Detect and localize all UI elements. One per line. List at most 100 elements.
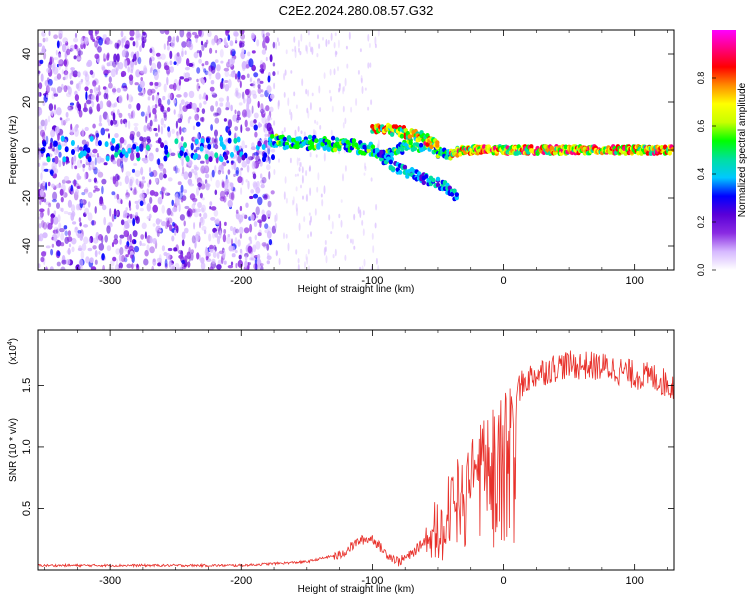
spectrogram-noise-cell bbox=[139, 45, 142, 52]
spectrogram-noise-cell bbox=[156, 229, 160, 238]
spectrogram-noise-cell bbox=[52, 191, 58, 201]
spectrogram-noise-cell bbox=[246, 264, 250, 270]
y-tick-label: 40 bbox=[21, 48, 33, 60]
spectrogram-y-ticks: -40 -20 0 20 40 bbox=[21, 48, 674, 254]
spectrogram-track-cell bbox=[400, 147, 405, 152]
spectrogram-noise-cell bbox=[250, 90, 257, 96]
colorbar-tick-label: 0.2 bbox=[696, 216, 706, 229]
spectrogram-noise-cell bbox=[301, 166, 304, 174]
spectrogram-noise-cell bbox=[227, 169, 231, 175]
spectrogram-noise-cell bbox=[141, 222, 147, 230]
spectrogram-noise-cell bbox=[266, 122, 272, 132]
snr-y-label: SNR (10 * v/v) bbox=[8, 418, 19, 482]
spectrogram-noise-cell bbox=[255, 206, 260, 216]
spectrogram-noise-cell bbox=[88, 106, 93, 115]
spectrogram-noise-cell bbox=[170, 211, 173, 217]
spectrogram-noise-cell bbox=[60, 196, 64, 203]
spectrogram-noise-cell bbox=[210, 105, 215, 112]
spectrogram-noise-cell bbox=[300, 33, 303, 42]
spectrogram-noise-cell bbox=[114, 264, 120, 270]
spectrogram-noise-cell bbox=[187, 178, 193, 186]
spectrogram-noise-cell bbox=[63, 59, 67, 67]
spectrogram-noise-cell bbox=[156, 229, 162, 233]
spectrogram-noise-cell bbox=[294, 49, 297, 59]
spectrogram-noise-cell bbox=[38, 182, 41, 188]
spectrogram-noise-cell bbox=[104, 128, 110, 132]
spectrogram-noise-cell bbox=[266, 85, 272, 94]
spectrogram-noise-cell bbox=[77, 71, 81, 78]
spectrogram-noise-cell bbox=[97, 46, 102, 53]
spectrogram-noise-cell bbox=[139, 136, 144, 142]
spectrogram-noise-cell bbox=[230, 191, 235, 201]
spectrogram-noise-cell bbox=[199, 77, 204, 81]
spectrogram-noise-cell bbox=[132, 58, 135, 63]
spectrogram-noise-cell bbox=[159, 254, 162, 262]
spectrogram-noise-cell bbox=[74, 165, 78, 170]
spectrogram-noise-cell bbox=[355, 98, 358, 106]
spectrogram-noise-cell bbox=[359, 266, 362, 270]
spectrogram-track-cell bbox=[454, 192, 459, 198]
spectrogram-noise-cell bbox=[257, 196, 263, 206]
spectrogram-noise-cell bbox=[184, 128, 187, 133]
spectrogram-band-cell bbox=[179, 150, 184, 157]
spectrogram-noise-cell bbox=[255, 240, 261, 250]
snr-multiplier-exponent: 4 bbox=[7, 341, 14, 345]
spectrogram-noise-cell bbox=[211, 66, 216, 74]
spectrogram-noise-cell bbox=[146, 122, 152, 130]
spectrogram-noise-cell bbox=[98, 234, 103, 241]
spectrogram-track-cell bbox=[408, 140, 413, 146]
spectrogram-noise-cell bbox=[152, 238, 158, 244]
spectrogram-noise-cell bbox=[214, 189, 218, 196]
spectrogram-noise-cell bbox=[210, 80, 215, 85]
spectrogram-noise-cell bbox=[163, 123, 166, 128]
spectrogram-noise-cell bbox=[239, 169, 242, 178]
spectrogram-band-cell bbox=[207, 143, 212, 150]
spectrogram-noise-cell bbox=[101, 185, 104, 195]
spectrogram-noise-cell bbox=[130, 152, 135, 161]
spectrogram-noise-cell bbox=[323, 152, 326, 162]
spectrogram-noise-cell bbox=[55, 184, 62, 189]
spectrogram-track-cell bbox=[395, 149, 401, 155]
spectrogram-noise-cell bbox=[215, 218, 220, 226]
spectrogram-band-cell bbox=[227, 137, 232, 144]
spectrogram-noise-cell bbox=[318, 85, 321, 94]
spectrogram-noise-cell bbox=[135, 40, 139, 48]
spectrogram-noise-cell bbox=[359, 209, 362, 219]
spectrogram-noise-cell bbox=[219, 220, 222, 229]
spectrogram-noise-cell bbox=[277, 70, 279, 75]
spectrogram-noise-cell bbox=[131, 263, 134, 270]
spectrogram-noise-cell bbox=[243, 214, 248, 219]
snr-multiplier-base: (x10 bbox=[8, 345, 19, 365]
spectrogram-noise-cell bbox=[112, 112, 116, 121]
spectrogram-marks bbox=[38, 30, 674, 270]
spectrogram-noise-cell bbox=[266, 164, 271, 171]
spectrogram-noise-cell bbox=[129, 176, 135, 184]
snr-multiplier-close: ) bbox=[8, 338, 19, 341]
spectrogram-noise-cell bbox=[306, 107, 309, 114]
spectrogram-noise-cell bbox=[156, 257, 162, 263]
spectrogram-noise-cell bbox=[208, 233, 212, 242]
spectrogram-noise-cell bbox=[211, 258, 216, 265]
spectrogram-noise-cell bbox=[250, 189, 255, 194]
spectrogram-noise-cell bbox=[143, 258, 149, 266]
spectrogram-noise-cell bbox=[116, 158, 122, 167]
spectrogram-noise-cell bbox=[171, 212, 174, 217]
spectrogram-noise-cell bbox=[269, 54, 273, 63]
spectrogram-noise-cell bbox=[261, 30, 265, 38]
spectrogram-noise-cell bbox=[120, 199, 123, 205]
spectrogram-noise-cell bbox=[367, 62, 370, 69]
spectrogram-noise-cell bbox=[141, 180, 146, 184]
spectrogram-band-cell bbox=[199, 145, 204, 152]
spectrogram-noise-cell bbox=[124, 175, 130, 185]
spectrogram-noise-cell bbox=[111, 213, 115, 222]
spectrogram-noise-cell bbox=[307, 89, 310, 97]
spectrogram-noise-cell bbox=[156, 95, 159, 100]
spectrogram-noise-cell bbox=[104, 234, 108, 243]
spectrogram-noise-cell bbox=[206, 182, 209, 187]
spectrogram-noise-cell bbox=[124, 244, 129, 250]
spectrogram-noise-cell bbox=[200, 165, 206, 174]
x-tick-label: -200 bbox=[230, 275, 252, 287]
spectrogram-noise-cell bbox=[237, 76, 241, 83]
spectrogram-noise-cell bbox=[61, 83, 64, 90]
spectrogram-noise-cell bbox=[176, 267, 181, 270]
